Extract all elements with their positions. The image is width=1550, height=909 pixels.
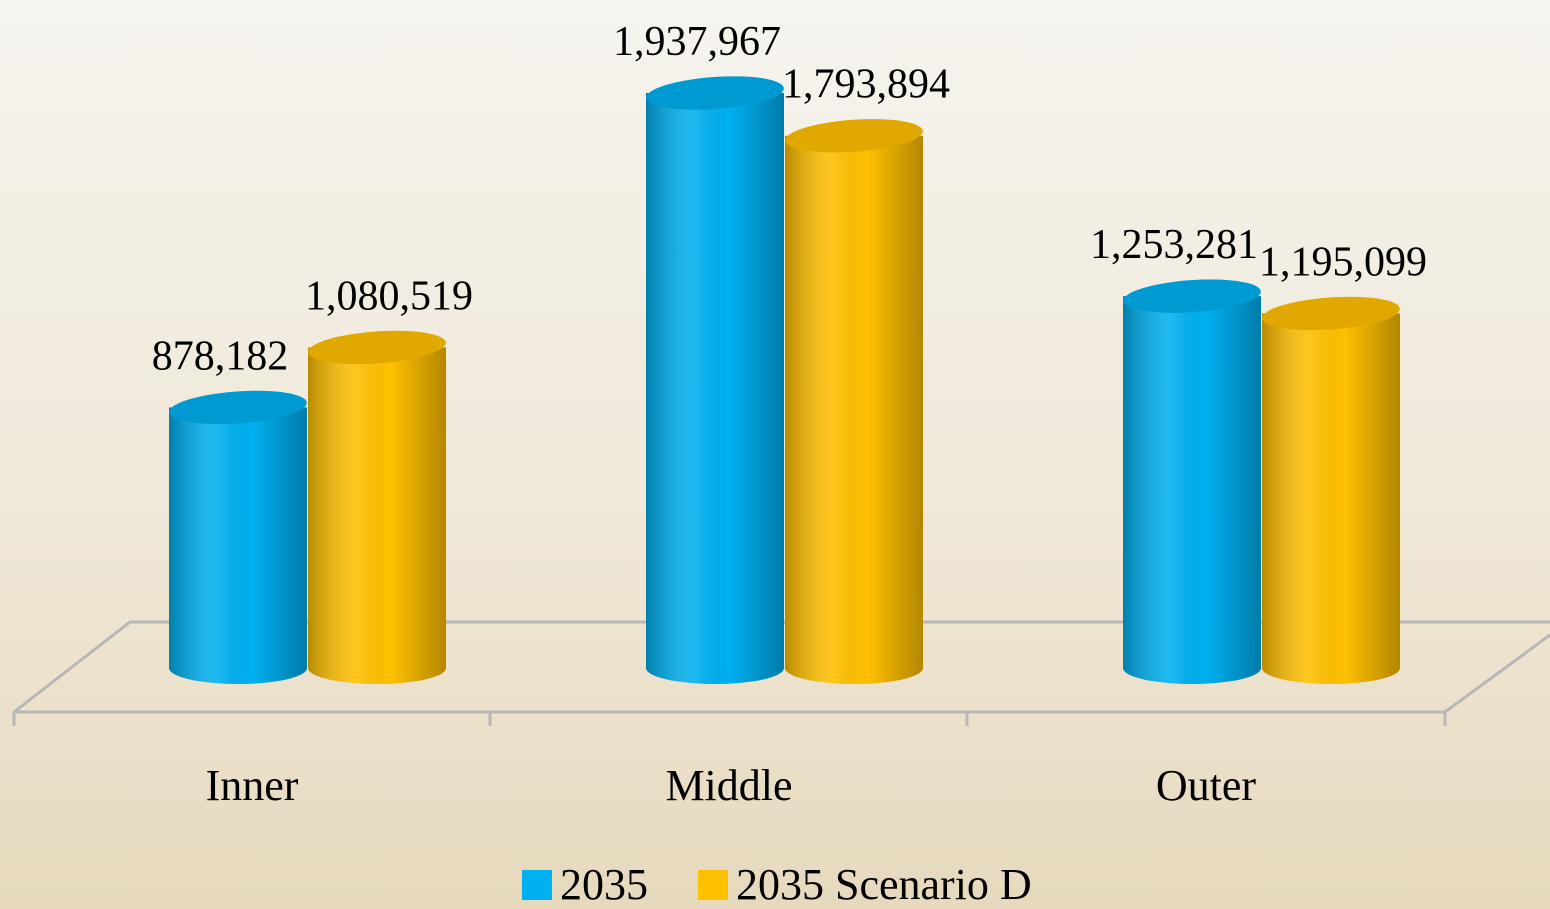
cylinder-top: [646, 76, 784, 110]
cylinder-bar: [1123, 279, 1261, 684]
floor: [12, 620, 1550, 726]
cylinder-top-shade: [308, 330, 446, 365]
cylinder-body-shade: [646, 93, 784, 668]
cylinder-top-shade: [646, 76, 784, 110]
legend-label: 2035: [560, 860, 648, 909]
cylinder-body-shade: [785, 135, 923, 669]
cylinder-body-shade: [169, 407, 307, 668]
cylinder-top: [1123, 279, 1261, 313]
legend-swatch: [522, 870, 552, 900]
legend-label: 2035 Scenario D: [736, 860, 1032, 909]
cylinder-body-shade: [1262, 313, 1400, 668]
cylinder-top: [308, 330, 446, 365]
data-label: 1,080,519: [305, 273, 473, 319]
cylinder-top-shade: [169, 390, 307, 425]
cylinder-body-shade: [1123, 296, 1261, 668]
cylinder-top-shade: [1262, 296, 1400, 331]
x-tick-label: Middle: [665, 761, 792, 810]
cylinder-bar: [308, 330, 446, 684]
x-tick-label: Inner: [206, 761, 299, 810]
data-label: 1,793,894: [782, 62, 950, 108]
data-label: 1,195,099: [1259, 239, 1427, 285]
data-label: 878,182: [152, 333, 289, 379]
data-label: 1,253,281: [1090, 222, 1258, 268]
cylinder-top: [169, 390, 307, 425]
cylinder-bar: [646, 76, 784, 684]
cylinder-top-shade: [785, 119, 923, 153]
cylinder-bar: [1262, 296, 1400, 684]
cylinder-top: [1262, 296, 1400, 331]
legend-swatch: [698, 870, 728, 900]
cylinder-bar: [169, 390, 307, 684]
cylinder-body-shade: [308, 347, 446, 668]
cylinder-bar: [785, 119, 923, 684]
cylinder-top: [785, 119, 923, 153]
cylinder-top-shade: [1123, 279, 1261, 313]
x-tick-label: Outer: [1156, 761, 1257, 810]
data-label: 1,937,967: [613, 19, 781, 65]
